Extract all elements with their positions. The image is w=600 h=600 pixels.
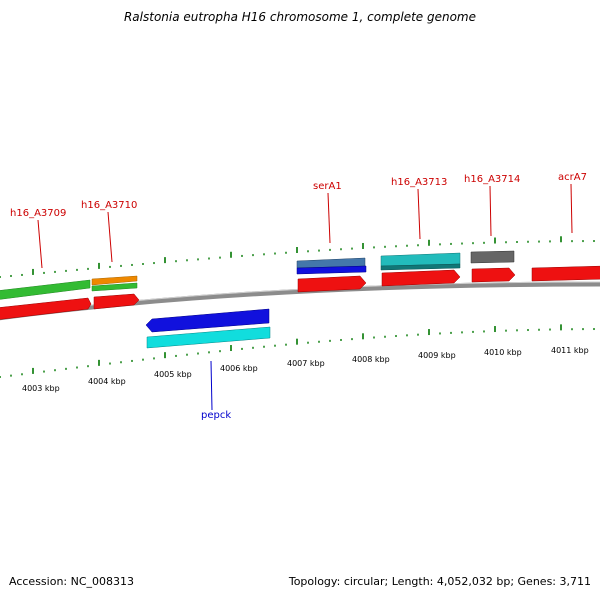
gene-label-connector [417, 188, 421, 240]
kbp-label: 4011 kbp [551, 346, 589, 355]
kbp-label: 4006 kbp [220, 364, 258, 373]
cds-forward-arrow-3[interactable] [297, 275, 367, 293]
feature-gray-forward[interactable] [470, 250, 515, 264]
gene-label: h16_A3714 [464, 174, 520, 185]
topology-text: Topology: circular; Length: 4,052,032 bp… [288, 575, 591, 588]
outer-tick-ring [0, 236, 595, 278]
feature-blue-reverse[interactable] [145, 308, 270, 333]
gene-label-connector [37, 219, 43, 269]
map-title: Ralstonia eutropha H16 chromosome 1, com… [123, 10, 477, 24]
feature-orange-forward[interactable] [91, 275, 138, 286]
gene-label: h16_A3710 [81, 200, 137, 211]
cds-forward-arrow-6[interactable] [531, 265, 600, 282]
cds-forward-arrow-1[interactable] [0, 297, 92, 320]
gene-label: acrA7 [558, 172, 587, 183]
gene-label: h16_A3713 [391, 177, 447, 188]
inner-tick-ring [0, 324, 595, 378]
gene-label-connector [489, 185, 492, 237]
kbp-label: 4010 kbp [484, 348, 522, 357]
kbp-label: 4009 kbp [418, 351, 456, 360]
gene-label-connector [327, 192, 331, 244]
cds-forward-arrow-5[interactable] [471, 267, 516, 283]
feature-blue-forward[interactable] [296, 265, 367, 275]
kbp-label: 4004 kbp [88, 377, 126, 386]
gene-label-layer: h16_A3709 h16_A3710 serA1 h16_A3713 h16_A371… [10, 172, 587, 421]
kbp-label: 4005 kbp [154, 370, 192, 379]
cds-forward-arrow-2[interactable] [93, 293, 140, 310]
feature-green-forward[interactable] [0, 279, 91, 300]
kbp-label-layer: 4003 kbp 4004 kbp 4005 kbp 4006 kbp 4007 kbp… [22, 346, 589, 393]
feature-layer [0, 250, 600, 349]
gene-label-connector [210, 360, 213, 411]
gene-label: serA1 [313, 181, 342, 192]
gene-label: pepck [201, 410, 231, 421]
gene-label-connector [570, 183, 573, 234]
kbp-label: 4007 kbp [287, 359, 325, 368]
kbp-label: 4008 kbp [352, 355, 390, 364]
cds-forward-arrow-4[interactable] [381, 269, 461, 287]
kbp-label: 4003 kbp [22, 384, 60, 393]
accession-text: Accession: NC_008313 [9, 575, 135, 588]
gene-label: h16_A3709 [10, 208, 66, 219]
feature-cyan-reverse[interactable] [146, 326, 271, 349]
feature-green-small-forward[interactable] [91, 282, 138, 292]
gene-label-connector [107, 211, 113, 263]
feature-teal-under-forward[interactable] [380, 263, 461, 271]
